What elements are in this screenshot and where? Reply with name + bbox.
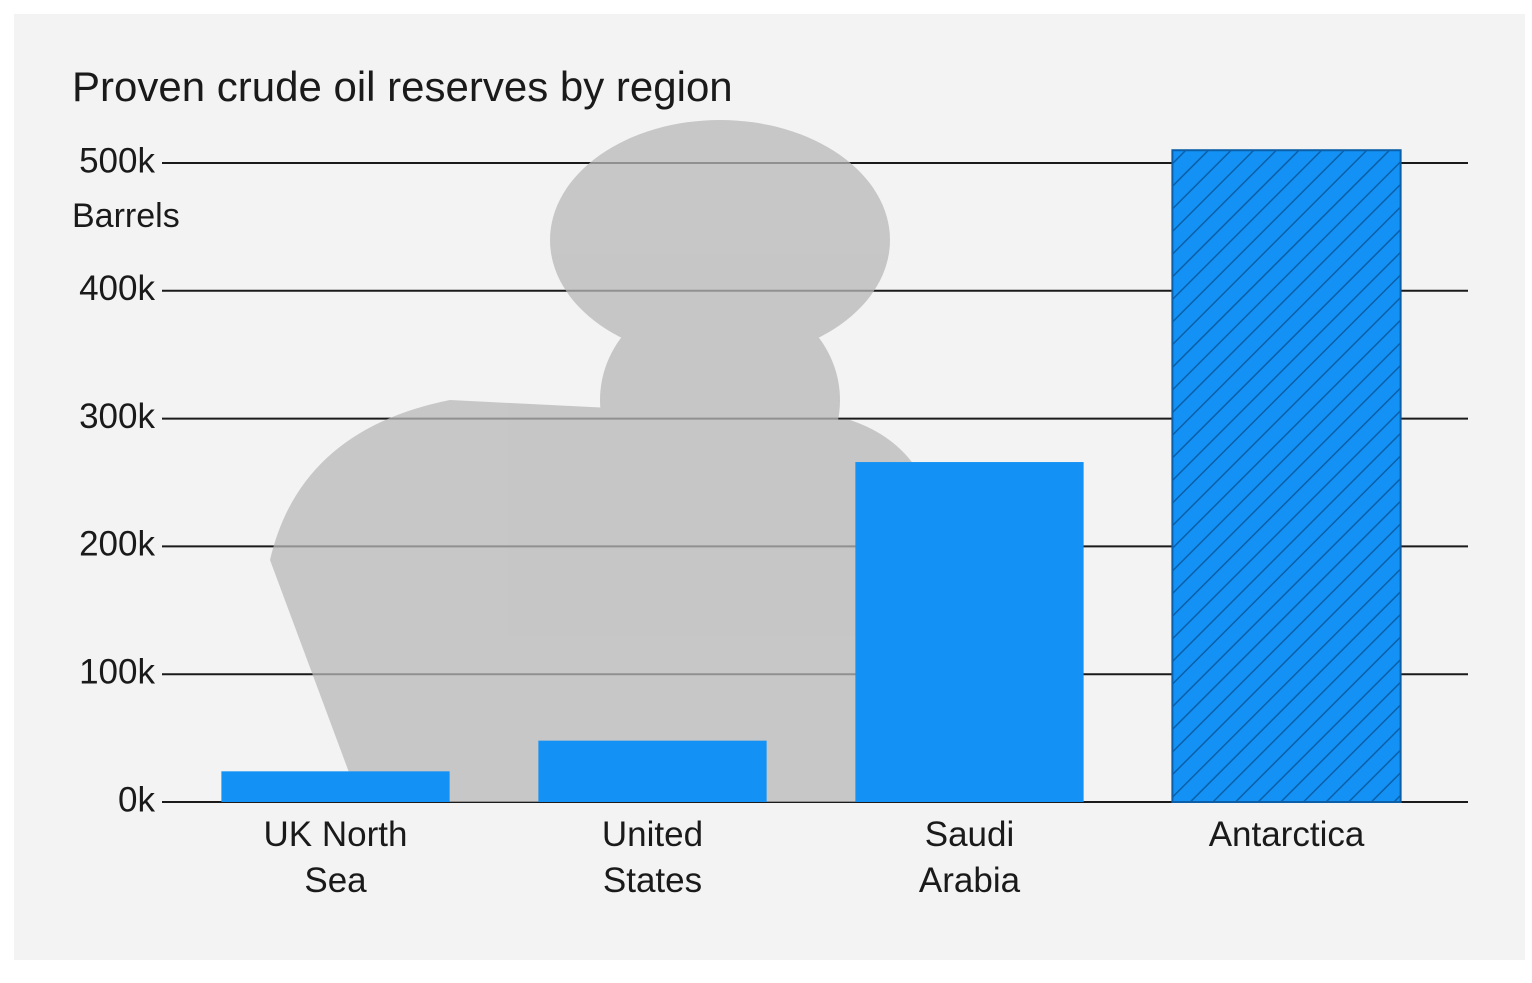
chart-title: Proven crude oil reserves by region: [72, 63, 733, 110]
bar: [538, 740, 767, 802]
y-axis-label: Barrels: [72, 197, 180, 235]
x-tick-label: UK North Sea: [263, 815, 408, 900]
photo-placeholder: [270, 120, 940, 802]
x-tick-label: Saudi Arabia: [918, 815, 1021, 900]
y-tick-label: 400k: [79, 269, 155, 308]
y-tick-label: 100k: [79, 652, 155, 691]
y-tick-label: 0k: [118, 780, 155, 819]
y-tick-label: 500k: [79, 141, 155, 180]
bar: [855, 462, 1084, 802]
x-tick-label: Antarctica: [1208, 815, 1365, 854]
bar: [1171, 149, 1402, 804]
x-tick-label: United States: [601, 815, 704, 900]
bar: [221, 771, 450, 802]
y-tick-label: 300k: [79, 397, 155, 436]
y-tick-label: 200k: [79, 525, 155, 564]
